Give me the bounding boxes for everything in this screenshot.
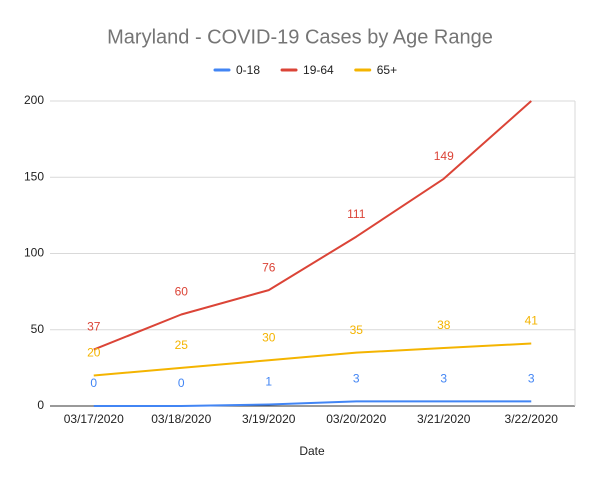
data-label: 20 [87,346,101,360]
data-label: 38 [437,318,451,332]
data-label: 3 [353,372,360,386]
x-tick-label: 03/20/2020 [326,412,386,426]
data-label: 37 [87,320,101,334]
series-line [93,100,532,351]
x-tick-label: 03/17/2020 [64,412,124,426]
y-tick-label: 200 [24,93,44,107]
data-label: 60 [175,285,189,299]
legend-label: 0-18 [236,63,260,77]
x-tick-label: 03/18/2020 [151,412,211,426]
y-tick-label: 50 [31,322,45,336]
data-label: 0 [90,376,97,390]
chart-title: Maryland - COVID-19 Cases by Age Range [107,26,493,48]
legend-label: 19-64 [303,63,334,77]
data-label: 25 [175,338,189,352]
y-tick-label: 0 [37,398,44,412]
x-axis-label: Date [299,444,325,458]
data-label: 30 [262,330,276,344]
y-tick-label: 100 [24,246,44,260]
x-tick-label: 3/22/2020 [505,412,559,426]
data-label: 3 [528,372,535,386]
legend-label: 65+ [377,63,397,77]
data-label: 76 [262,260,276,274]
data-label: 1 [265,375,272,389]
data-label: 149 [434,149,454,163]
data-label: 111 [347,207,366,221]
series-line [93,400,532,407]
y-tick-label: 150 [24,169,44,183]
series-line [93,342,532,377]
x-tick-label: 3/19/2020 [242,412,296,426]
data-label: 35 [350,323,364,337]
data-label: 41 [525,314,539,328]
data-label: 3 [440,372,447,386]
data-label: 0 [178,376,185,390]
x-tick-label: 3/21/2020 [417,412,471,426]
